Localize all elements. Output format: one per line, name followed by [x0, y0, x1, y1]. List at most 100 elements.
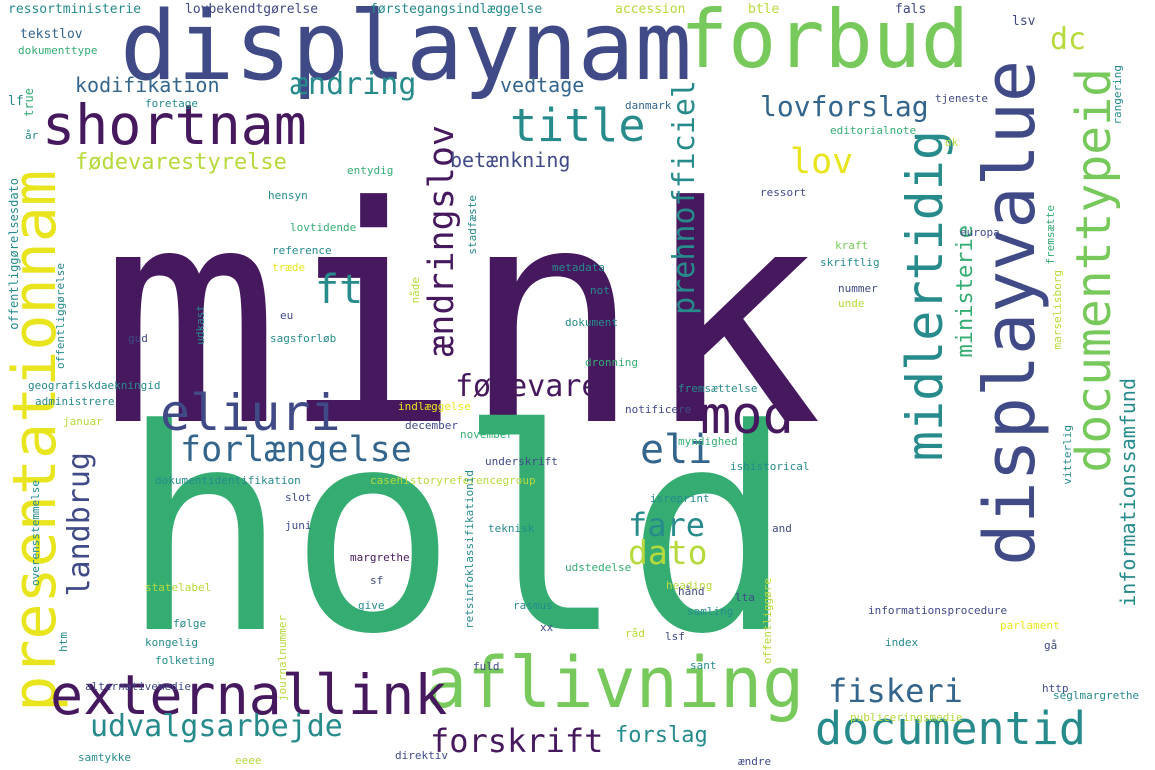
word-dato: dato	[628, 533, 708, 572]
word-vitterlig: vitterlig	[1061, 425, 1074, 485]
word-retsinfoklassifikationid: retsinfoklassifikationid	[463, 470, 476, 629]
word-forbud: forbud	[680, 0, 969, 86]
word-heading: heading	[666, 579, 713, 592]
word-shortnam: shortnam	[42, 93, 307, 157]
word-accession: accession	[615, 2, 686, 17]
word-lsv: lsv	[1012, 14, 1036, 29]
word-ishistorical: ishistorical	[730, 460, 810, 473]
word-myndighed: myndighed	[678, 435, 738, 448]
word-kraft: kraft	[835, 239, 869, 252]
word-administrere: administrere	[35, 395, 115, 408]
word-teknisk: teknisk	[488, 522, 535, 535]
word-fremsættelse: fremsættelse	[678, 382, 758, 395]
word-fødevare: fødevare	[455, 369, 600, 404]
word-udvalgsarbejde: udvalgsarbejde	[90, 709, 343, 744]
word-nåde: nåde	[409, 277, 422, 304]
word-år: år	[25, 129, 39, 142]
word-eeee: eeee	[235, 754, 262, 767]
word-dc: dc	[1050, 22, 1087, 57]
word-samling: samling	[687, 605, 734, 618]
word-nummer: nummer	[838, 282, 878, 295]
word-eli: eli	[640, 427, 713, 473]
word-kongelig: kongelig	[145, 636, 198, 649]
word-gud: gud	[128, 332, 148, 345]
word-marselisborg: marselisborg	[1051, 270, 1064, 350]
word-hensyn: hensyn	[268, 189, 308, 202]
word-geografiskdaekningid: geografiskdaekningid	[28, 379, 161, 392]
word-forlængelse: forlængelse	[180, 430, 412, 470]
word-index: index	[885, 636, 919, 649]
word-seglmargrethe: seglmargrethe	[1053, 689, 1140, 702]
word-documentid: documentid	[815, 702, 1086, 755]
word-lov: lov	[790, 142, 854, 182]
word-dronning: dronning	[585, 356, 638, 369]
word-indlæggelse: indlæggelse	[398, 400, 471, 413]
word-midlertidig: midlertidig	[896, 130, 954, 462]
word-prehnofficiel: prehnofficiel	[667, 80, 702, 315]
word-europa: europa	[960, 226, 1000, 239]
word-externallink: externallink	[50, 663, 448, 727]
word-førstegangsindlæggelse: førstegangsindlæggelse	[370, 2, 543, 17]
word-fremsætte: fremsætte	[1044, 205, 1057, 265]
word-foretage: foretage	[145, 97, 198, 110]
word-fals: fals	[895, 2, 927, 17]
word-ressortministerie: ressortministerie	[8, 2, 142, 17]
word-lovforslag: lovforslag	[760, 90, 929, 123]
word-forskrift: forskrift	[430, 722, 604, 760]
word-eliuri: eliuri	[160, 384, 341, 442]
word-fuld: fuld	[473, 660, 500, 673]
word-rasmus: rasmus	[513, 599, 553, 612]
word-casehistoryreferencegroup: casehistoryreferencegroup	[370, 474, 536, 487]
word-hånd: hånd	[678, 585, 705, 598]
word-eu: eu	[280, 309, 294, 322]
word-give: give	[358, 599, 385, 612]
word-ændring: ændring	[290, 67, 417, 102]
word-udstedelse: udstedelse	[565, 561, 632, 574]
word-december: december	[405, 419, 458, 432]
word-november: november	[460, 428, 513, 441]
word-margrethe: margrethe	[350, 551, 410, 564]
word-offentliggøre: offentliggøre	[761, 578, 774, 665]
word-stadfæste: stadfæste	[466, 195, 479, 255]
word-xx: xx	[540, 621, 554, 634]
word-statelabel: statelabel	[145, 581, 212, 594]
word-træde: træde	[272, 261, 306, 274]
word-informationssamfund: informationssamfund	[1116, 378, 1140, 607]
word-lovbekendtgørelse: lovbekendtgørelse	[185, 2, 319, 17]
word-lovtidende: lovtidende	[290, 221, 357, 234]
word-notificere: notificere	[625, 403, 692, 416]
word-tekstlov: tekstlov	[20, 27, 83, 42]
word-rangering: rangering	[1111, 65, 1124, 125]
word-lf: lf	[8, 94, 24, 109]
word-true: true	[22, 88, 36, 117]
word-tjeneste: tjeneste	[935, 92, 988, 105]
word-aflivning: aflivning	[425, 642, 805, 724]
word-entydig: entydig	[347, 164, 394, 177]
word-betænkning: betænkning	[450, 148, 571, 172]
word-offentliggørelsesdato: offentliggørelsesdato	[7, 178, 21, 330]
word-documenttypeid: documenttypeid	[1066, 68, 1122, 473]
word-dokumenttype: dokumenttype	[18, 44, 98, 57]
word-parlament: parlament	[1000, 619, 1060, 632]
word-direktiv: direktiv	[395, 749, 448, 762]
word-dokument: dokument	[565, 316, 618, 329]
word-fare: fare	[628, 506, 706, 544]
word-folketing: folketing	[155, 654, 215, 667]
word-informationsprocedure: informationsprocedure	[868, 604, 1008, 617]
word-følge: følge	[173, 617, 207, 630]
word-fiskeri: fiskeri	[828, 672, 963, 710]
word-kodifikation: kodifikation	[75, 73, 220, 97]
word-overensstemmelse: overensstemmelse	[29, 480, 42, 586]
word-udkast: udkast	[194, 305, 207, 345]
word-vedtage: vedtage	[500, 73, 585, 97]
word-fødevarestyrelse: fødevarestyrelse	[75, 150, 287, 175]
word-displayvalue: displayvalue	[969, 60, 1051, 566]
word-ft: ft	[315, 267, 364, 313]
word-ministerie: ministerie	[953, 225, 978, 358]
word-offentliggørelse: offentliggørelse	[54, 263, 67, 369]
word-gå: gå	[1044, 639, 1058, 652]
word-lsf: lsf	[665, 630, 685, 643]
word-dokumentidentifikation: dokumentidentifikation	[155, 474, 301, 487]
word-juni: juni	[285, 519, 312, 532]
